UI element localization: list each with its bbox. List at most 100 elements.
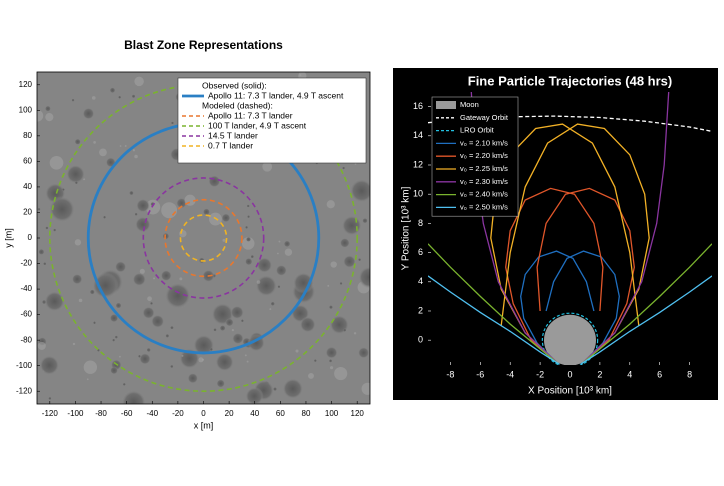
y-tick-label: 120 — [19, 80, 33, 89]
crater — [343, 328, 347, 332]
x-tick-label: -60 — [121, 409, 133, 418]
crater — [149, 301, 154, 305]
crater — [187, 372, 199, 384]
crater — [65, 164, 86, 184]
crater-rim — [269, 308, 272, 311]
legend-label: Moon — [460, 100, 479, 109]
x-tick-label: 0 — [201, 409, 206, 418]
x-tick-label: 100 — [325, 409, 339, 418]
crater — [129, 190, 134, 196]
crater-rim — [284, 248, 293, 256]
crater — [114, 261, 127, 273]
crater-rim — [72, 342, 76, 346]
crater — [209, 347, 214, 352]
crater — [114, 335, 118, 339]
crater — [134, 216, 151, 233]
crater-rim — [139, 268, 145, 274]
crater-rim — [119, 355, 121, 358]
legend-label: 100 T lander, 4.9 T ascent — [208, 120, 307, 130]
crater — [48, 396, 52, 400]
crater — [176, 197, 187, 209]
crater — [299, 316, 316, 333]
crater-rim — [241, 237, 255, 250]
crater-rim — [222, 238, 226, 242]
legend-label: Apollo 11: 7.3 T lander — [208, 110, 293, 120]
x-tick-label: 40 — [250, 409, 259, 418]
trajectory — [490, 123, 650, 363]
y-tick-label: 2 — [418, 305, 423, 315]
orbit — [541, 312, 599, 365]
crater — [121, 389, 147, 404]
crater — [219, 325, 226, 332]
x-tick-label: -2 — [536, 369, 544, 379]
y-axis-label: Y Position [10³ km] — [401, 186, 412, 270]
crater — [160, 270, 172, 282]
crater — [215, 352, 235, 372]
y-tick-label: 4 — [418, 276, 423, 286]
y-tick-label: 10 — [413, 189, 423, 199]
crater — [192, 334, 215, 357]
crater — [247, 215, 251, 219]
crater-rim — [78, 298, 83, 303]
crater — [132, 272, 147, 287]
crater-rim — [119, 145, 122, 147]
legend-label: LRO Orbit — [460, 126, 495, 135]
trajectory — [520, 250, 620, 363]
blast-zone — [142, 177, 265, 299]
crater-rim — [74, 239, 82, 246]
x-tick-label: -8 — [446, 369, 454, 379]
crater-rim — [231, 328, 235, 332]
crater-rim — [132, 149, 135, 152]
y-axis-label: y [m] — [3, 228, 13, 248]
crater — [71, 98, 75, 102]
crater — [328, 305, 333, 310]
blast-zone — [164, 198, 243, 278]
crater — [136, 198, 150, 213]
crater — [93, 321, 97, 325]
crater-rim — [198, 357, 204, 363]
crater — [44, 290, 65, 312]
crater — [92, 272, 119, 299]
crater-rim — [354, 163, 357, 165]
legend-heading: Modeled (dashed): — [202, 100, 273, 110]
crater-rim — [361, 382, 370, 395]
x-tick-label: -6 — [476, 369, 484, 379]
crater — [328, 359, 333, 363]
crater — [131, 94, 136, 99]
legend-label: 14.5 T lander — [208, 130, 258, 140]
y-tick-label: 0 — [28, 233, 33, 242]
crater — [142, 306, 155, 320]
trajectory — [428, 275, 712, 365]
x-tick-label: 6 — [657, 369, 662, 379]
crater — [232, 332, 244, 345]
legend-label: Gateway Orbit — [460, 113, 509, 122]
crater — [250, 254, 255, 259]
crater-rim — [334, 367, 348, 381]
crater — [112, 338, 116, 342]
crater — [110, 366, 119, 375]
x-tick-label: 0 — [567, 369, 572, 379]
crater — [170, 364, 174, 369]
crater-rim — [161, 202, 178, 219]
crater — [165, 333, 170, 338]
crater — [139, 353, 151, 365]
x-tick-label: 120 — [351, 409, 365, 418]
crater — [122, 382, 126, 386]
crater — [349, 178, 370, 203]
plot-layer — [428, 92, 712, 365]
crater-rim — [124, 145, 127, 147]
crater — [339, 237, 350, 248]
crater-rim — [86, 378, 89, 381]
crater — [342, 166, 346, 170]
crater — [43, 262, 47, 266]
crater — [82, 107, 95, 120]
crater-rim — [179, 230, 187, 238]
crater-rim — [278, 240, 281, 243]
crater-rim — [134, 154, 138, 159]
crater — [109, 313, 119, 323]
crater — [45, 226, 49, 230]
crater — [216, 379, 225, 388]
chart-title: Blast Zone Representations — [124, 38, 283, 52]
